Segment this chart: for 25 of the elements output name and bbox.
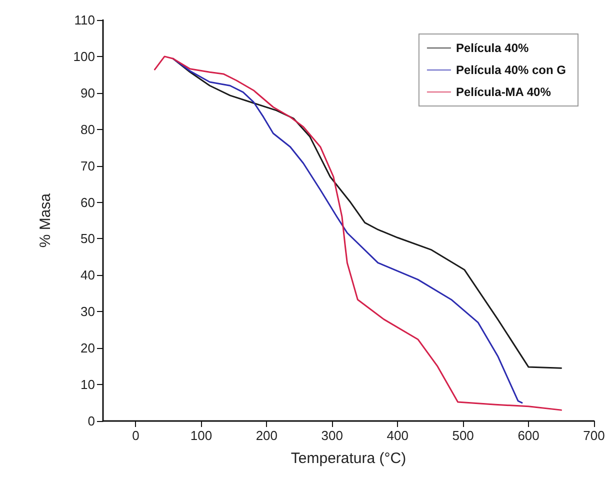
legend-label: Película 40% con G	[456, 63, 566, 77]
y-tick-label: 60	[80, 194, 95, 210]
y-tick-label: 70	[80, 158, 95, 174]
legend-label: Película 40%	[456, 41, 529, 55]
x-tick-label: 400	[386, 428, 408, 443]
y-tick-label: 30	[80, 304, 95, 320]
x-tick-label: 0	[132, 428, 140, 443]
y-tick-label: 110	[74, 12, 95, 28]
y-tick-label: 10	[80, 377, 95, 392]
y-tick-label: 100	[73, 48, 95, 64]
x-tick-label: 700	[583, 428, 605, 443]
y-tick-label: 20	[80, 340, 95, 356]
y-tick-label: 50	[80, 231, 95, 246]
y-tick-label: 90	[80, 85, 95, 100]
legend-label: Película-MA 40%	[456, 85, 552, 99]
x-tick-label: 200	[256, 428, 278, 443]
x-tick-label: 100	[190, 428, 212, 443]
x-axis-title: Temperatura (°C)	[290, 450, 406, 467]
x-tick-label: 500	[452, 428, 474, 443]
y-tick-label: 40	[80, 268, 95, 283]
x-tick-label: 300	[321, 428, 343, 443]
y-axis-title: % Masa	[37, 192, 54, 248]
y-tick-label: 80	[80, 122, 95, 137]
x-tick-label: 600	[518, 428, 540, 443]
y-tick-label: 0	[88, 414, 95, 428]
